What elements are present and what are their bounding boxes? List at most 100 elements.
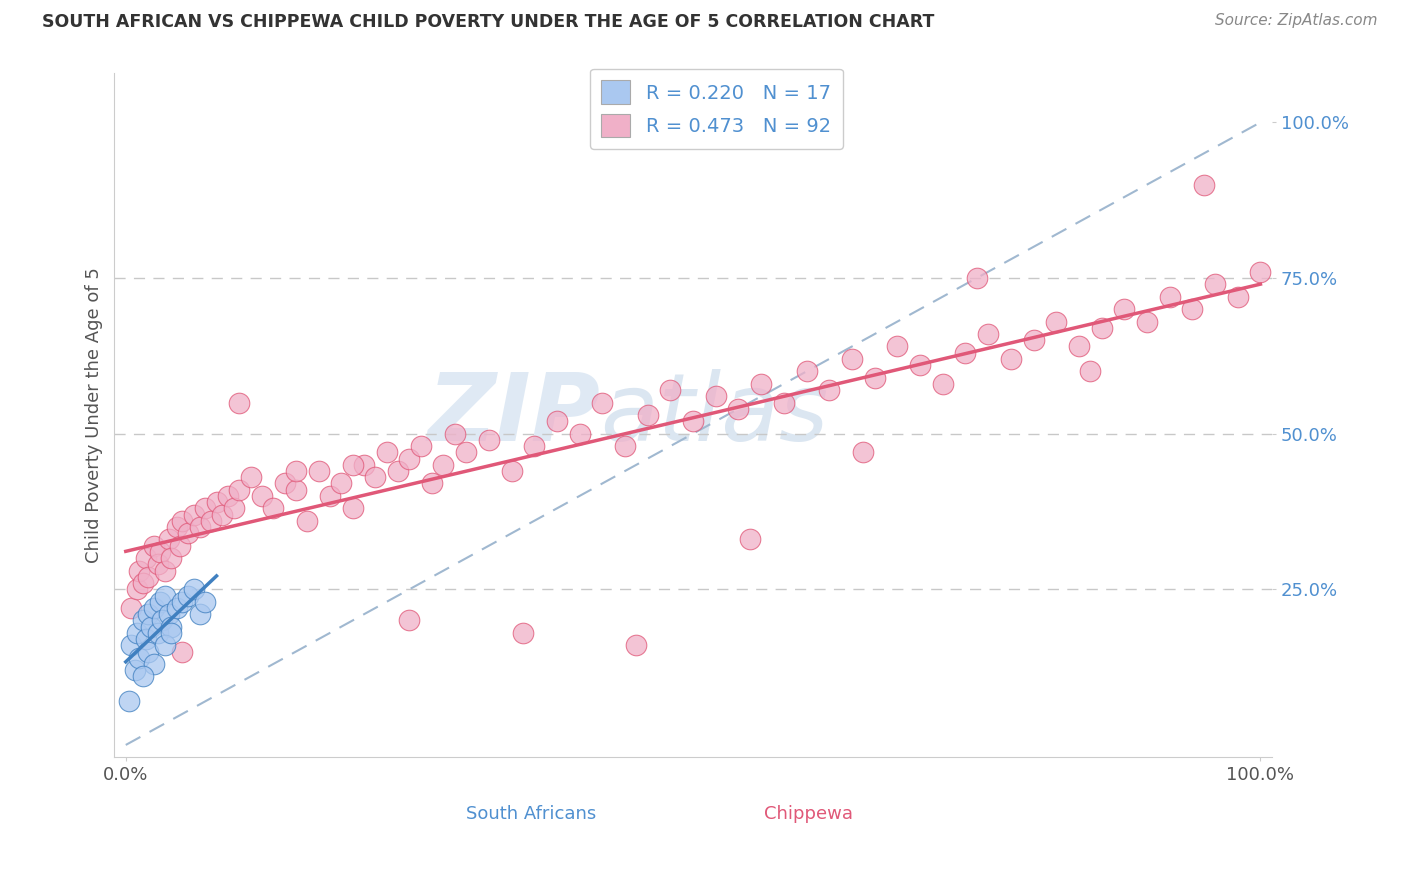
Point	[188, 520, 211, 534]
Point	[194, 501, 217, 516]
Point	[1045, 315, 1067, 329]
Point	[177, 589, 200, 603]
Point	[387, 464, 409, 478]
Point	[1067, 339, 1090, 353]
Point	[1159, 290, 1181, 304]
Point	[143, 601, 166, 615]
Point	[977, 326, 1000, 341]
Point	[796, 364, 818, 378]
Point	[149, 545, 172, 559]
Point	[1000, 351, 1022, 366]
Point	[863, 370, 886, 384]
Point	[704, 389, 727, 403]
Point	[375, 445, 398, 459]
Point	[172, 514, 194, 528]
Point	[342, 501, 364, 516]
Legend: R = 0.220   N = 17, R = 0.473   N = 92: R = 0.220 N = 17, R = 0.473 N = 92	[589, 69, 842, 149]
Point	[908, 358, 931, 372]
Point	[284, 464, 307, 478]
Text: ZIP: ZIP	[427, 369, 600, 461]
Point	[228, 483, 250, 497]
Point	[143, 539, 166, 553]
Text: Chippewa: Chippewa	[765, 805, 853, 823]
Point	[155, 638, 177, 652]
Point	[239, 470, 262, 484]
Point	[727, 401, 749, 416]
Text: South Africans: South Africans	[465, 805, 596, 823]
Y-axis label: Child Poverty Under the Age of 5: Child Poverty Under the Age of 5	[86, 267, 103, 563]
Point	[659, 383, 682, 397]
Point	[886, 339, 908, 353]
Point	[738, 533, 761, 547]
Point	[773, 395, 796, 409]
Point	[409, 439, 432, 453]
Point	[139, 620, 162, 634]
Point	[222, 501, 245, 516]
Point	[478, 433, 501, 447]
Point	[682, 414, 704, 428]
Point	[1022, 333, 1045, 347]
Point	[160, 551, 183, 566]
Point	[297, 514, 319, 528]
Point	[120, 601, 142, 615]
Point	[353, 458, 375, 472]
Point	[138, 607, 160, 622]
Point	[183, 582, 205, 597]
Text: Source: ZipAtlas.com: Source: ZipAtlas.com	[1215, 13, 1378, 29]
Point	[138, 644, 160, 658]
Point	[262, 501, 284, 516]
Point	[284, 483, 307, 497]
Point	[420, 476, 443, 491]
Point	[135, 551, 157, 566]
Point	[169, 539, 191, 553]
Point	[1136, 315, 1159, 329]
Point	[160, 626, 183, 640]
Point	[330, 476, 353, 491]
Point	[188, 607, 211, 622]
Point	[150, 614, 173, 628]
Point	[228, 395, 250, 409]
Point	[398, 451, 420, 466]
Point	[591, 395, 613, 409]
Point	[637, 408, 659, 422]
Point	[443, 426, 465, 441]
Point	[818, 383, 841, 397]
Point	[127, 582, 149, 597]
Point	[211, 508, 233, 522]
Point	[1090, 320, 1112, 334]
Text: SOUTH AFRICAN VS CHIPPEWA CHILD POVERTY UNDER THE AGE OF 5 CORRELATION CHART: SOUTH AFRICAN VS CHIPPEWA CHILD POVERTY …	[42, 13, 935, 31]
Point	[166, 601, 188, 615]
Point	[172, 644, 194, 658]
Point	[1226, 290, 1249, 304]
Point	[132, 669, 155, 683]
Point	[138, 570, 160, 584]
Point	[342, 458, 364, 472]
Point	[149, 595, 172, 609]
Point	[250, 489, 273, 503]
Point	[143, 657, 166, 671]
Point	[308, 464, 330, 478]
Point	[1192, 178, 1215, 192]
Point	[146, 558, 169, 572]
Point	[841, 351, 863, 366]
Point	[614, 439, 637, 453]
Point	[146, 626, 169, 640]
Point	[155, 564, 177, 578]
Point	[120, 638, 142, 652]
Point	[132, 614, 155, 628]
Point	[966, 271, 988, 285]
Point	[456, 445, 478, 459]
Point	[128, 650, 150, 665]
Point	[626, 638, 648, 652]
Point	[1249, 265, 1271, 279]
Point	[432, 458, 454, 472]
Point	[512, 626, 534, 640]
Point	[273, 476, 295, 491]
Point	[364, 470, 387, 484]
Point	[955, 345, 977, 359]
Point	[1114, 302, 1136, 317]
Point	[523, 439, 546, 453]
Point	[128, 564, 150, 578]
Point	[124, 663, 146, 677]
Point	[135, 632, 157, 646]
